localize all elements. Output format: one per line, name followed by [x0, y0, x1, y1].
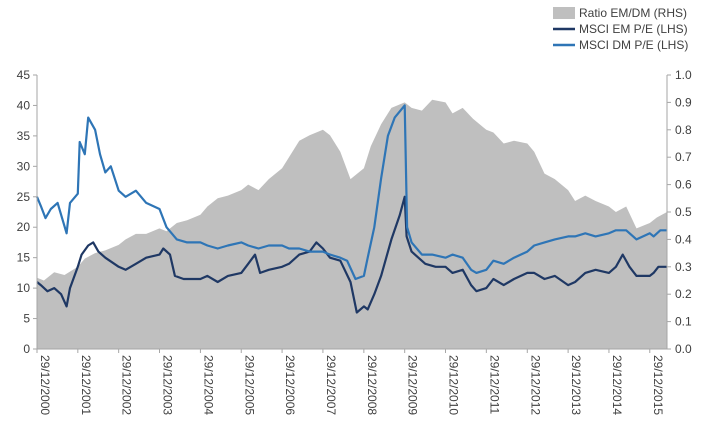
- x-tick-label: 29/12/2007: [324, 355, 338, 415]
- x-tick-label: 29/12/2011: [487, 355, 501, 414]
- y-left-tick-label: 5: [23, 312, 30, 326]
- y-left-tick-label: 0: [23, 342, 30, 356]
- y-right-tick-label: 0.5: [675, 205, 692, 219]
- x-tick-label: 29/12/2002: [120, 355, 134, 415]
- y-right-tick-label: 0.2: [675, 287, 692, 301]
- area-layer: [37, 99, 667, 349]
- x-tick-label: 29/12/2013: [569, 355, 583, 415]
- y-left-tick-label: 30: [17, 159, 31, 173]
- axis-layer: 0 5 10 15 20 25 30 35 40 45 0.0 0.1 0.2 0.3 0.4 0.5 0.6 0…: [17, 68, 692, 415]
- x-tick-label: 29/12/2001: [79, 355, 93, 415]
- x-tick-label: 29/12/2006: [283, 355, 297, 415]
- x-tick-label: 29/12/2009: [406, 355, 420, 415]
- legend-label: MSCI DM P/E (LHS): [579, 38, 688, 52]
- x-tick-label: 29/12/2014: [610, 355, 624, 415]
- series-area-ratio-em-dm: [37, 99, 667, 349]
- y-left-tick-label: 25: [17, 190, 31, 204]
- y-left-tick-label: 10: [17, 281, 31, 295]
- x-tick-label: 29/12/2003: [160, 355, 174, 415]
- y-right-tick-label: 0.3: [675, 260, 692, 274]
- legend: Ratio EM/DM (RHS) MSCI EM P/E (LHS) MSCI D…: [553, 6, 688, 52]
- y-right-tick-label: 0.9: [675, 95, 692, 109]
- x-tick-label: 29/12/2000: [38, 355, 52, 415]
- y-left-tick-label: 40: [17, 98, 31, 112]
- legend-label: MSCI EM P/E (LHS): [579, 22, 688, 36]
- y-right-tick-label: 1.0: [675, 68, 692, 82]
- legend-label: Ratio EM/DM (RHS): [579, 6, 687, 20]
- x-tick-label: 29/12/2008: [365, 355, 379, 415]
- y-right-tick-label: 0.8: [675, 123, 692, 137]
- series-line-msci-dm-pe: [35, 104, 667, 281]
- y-left-tick-label: 35: [17, 129, 31, 143]
- y-left-tick-label: 20: [17, 220, 31, 234]
- x-tick-label: 29/12/2012: [528, 355, 542, 415]
- y-right-tick-label: 0.4: [675, 232, 692, 246]
- line-layer: [35, 104, 667, 314]
- y-left-tick-label: 15: [17, 251, 31, 265]
- x-tick-label: 29/12/2004: [201, 355, 215, 415]
- y-right-tick-label: 0.0: [675, 342, 692, 356]
- y-right-tick-label: 0.6: [675, 178, 692, 192]
- x-tick-label: 29/12/2005: [242, 355, 256, 415]
- series-line-msci-em-pe: [36, 195, 667, 314]
- y-left-tick-label: 45: [17, 68, 31, 82]
- legend-swatch-ratio: [553, 7, 575, 19]
- y-right-tick-label: 0.7: [675, 150, 692, 164]
- y-right-tick-label: 0.1: [675, 315, 692, 329]
- x-tick-label: 29/12/2015: [651, 355, 665, 415]
- x-tick-label: 29/12/2010: [447, 355, 461, 415]
